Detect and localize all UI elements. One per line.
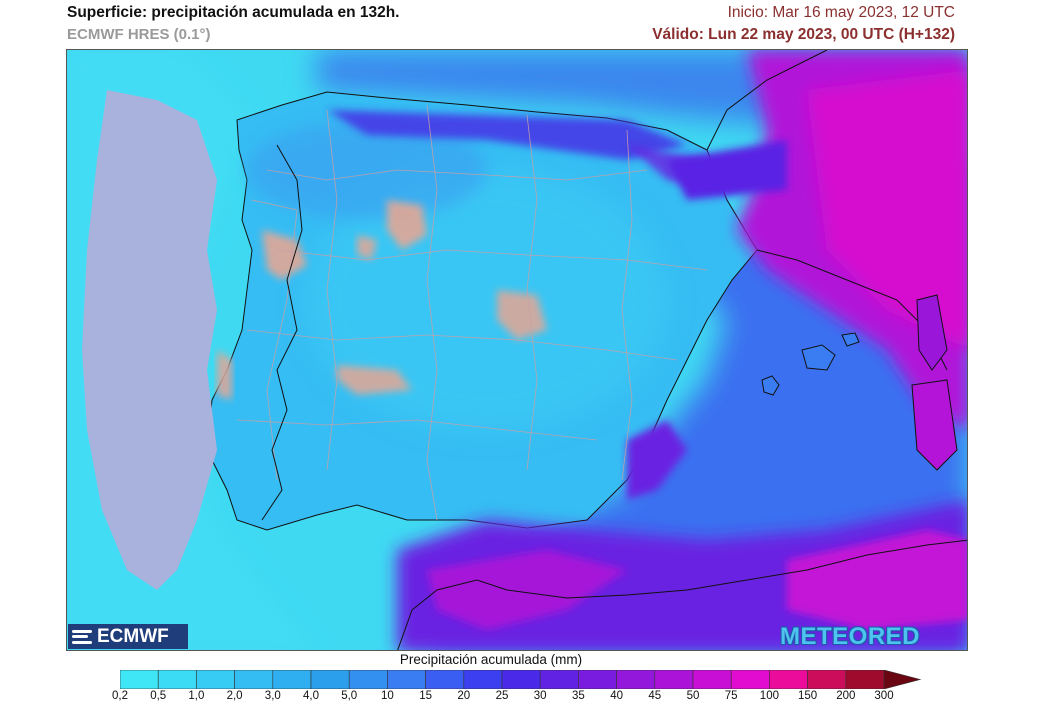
colorbar-tick-label: 10 xyxy=(380,690,394,702)
colorbar-tick-label: 50 xyxy=(686,690,700,702)
grey-shaded-area xyxy=(82,90,217,590)
southeast-heavy xyxy=(627,420,687,500)
colorbar-swatch xyxy=(845,670,885,689)
colorbar-tick-label: 30 xyxy=(533,690,547,702)
cantabrian-heavy xyxy=(327,110,687,160)
colorbar-swatch xyxy=(234,670,274,689)
colorbar-tick-label: 25 xyxy=(495,690,509,702)
colorbar-swatch xyxy=(730,670,770,689)
colorbar-swatch xyxy=(616,670,656,689)
colorbar-swatch xyxy=(425,670,465,689)
colorbar-ticks: 0,2 0,5 1,0 2,0 3,0 4,0 5,0 10 15 20 25 30 35 40 45 50 7… xyxy=(0,690,1043,708)
colorbar-swatch xyxy=(310,670,350,689)
africa-coast xyxy=(397,539,967,650)
colorbar-swatch xyxy=(578,670,617,689)
colorbar-swatch xyxy=(272,670,312,689)
colorbar-swatch xyxy=(807,670,847,689)
map-canvas xyxy=(67,50,967,650)
colorbar-swatch xyxy=(120,670,159,689)
colorbar-tick-label: 200 xyxy=(836,690,856,702)
colorbar-tick-label: 20 xyxy=(457,690,471,702)
france-coast xyxy=(706,50,828,151)
colorbar-swatch xyxy=(692,670,732,689)
valid-time: Válido: Lun 22 may 2023, 00 UTC (H+132) xyxy=(652,26,955,43)
dry-patch-3 xyxy=(337,365,412,395)
dry-patch-1 xyxy=(262,230,307,280)
colorbar-swatch xyxy=(348,670,388,689)
legend-title: Precipitación acumulada (mm) xyxy=(399,652,583,667)
colorbar-tick-label: 4,0 xyxy=(303,690,319,702)
colorbar-tick-label: 0,2 xyxy=(112,690,128,702)
algeria-heavy xyxy=(787,530,967,630)
colorbar-tick-label: 100 xyxy=(759,690,779,702)
colorbar-swatch xyxy=(539,670,579,689)
ibiza-island xyxy=(761,375,780,396)
ebro-precip xyxy=(667,140,787,200)
colorbar-tick-label: 5,0 xyxy=(341,690,358,702)
map-title: Superficie: precipitación acumulada en 1… xyxy=(67,4,400,21)
france-very-heavy xyxy=(807,70,967,350)
colorbar-tick-label: 35 xyxy=(571,690,585,702)
colorbar-tick-label: 40 xyxy=(610,690,623,702)
colorbar-tick-label: 300 xyxy=(874,690,894,702)
colorbar-tick-label: 75 xyxy=(724,690,738,702)
colorbar-tick-label: 1,0 xyxy=(188,690,205,702)
menorca-island xyxy=(841,332,860,347)
model-label: ECMWF HRES (0.1°) xyxy=(67,26,211,43)
colorbar-swatch xyxy=(196,670,235,689)
meteored-logo: METEORED xyxy=(780,623,921,650)
dry-patch-5 xyxy=(217,350,232,400)
dry-patch-2 xyxy=(387,200,427,250)
colorbar xyxy=(120,670,922,689)
colorbar-swatch xyxy=(387,670,426,689)
colorbar-swatch xyxy=(157,670,197,689)
region-borders xyxy=(236,104,708,521)
sardinia-island xyxy=(911,379,958,471)
ecmwf-logo-icon xyxy=(72,628,94,646)
mallorca-island xyxy=(801,344,836,371)
ecmwf-logo: ECMWF xyxy=(68,624,188,649)
colorbar-tick-label: 0,5 xyxy=(150,690,167,702)
dry-patch-6 xyxy=(357,235,377,260)
colorbar-swatch xyxy=(769,670,808,689)
colorbar-swatch xyxy=(501,670,541,689)
colorbar-swatch xyxy=(654,670,694,689)
colorbar-tick-label: 150 xyxy=(798,690,818,702)
portugal-border xyxy=(261,144,303,521)
colorbar-arrow xyxy=(883,670,922,689)
alboran-heavy xyxy=(427,550,627,630)
colorbar-tick-label: 45 xyxy=(648,690,662,702)
dry-patch-4 xyxy=(497,290,547,340)
colorbar-tick-label: 15 xyxy=(419,690,432,702)
corsica-island xyxy=(916,294,948,371)
precipitation-map[interactable] xyxy=(66,49,968,651)
colorbar-tick-label: 2,0 xyxy=(226,690,243,702)
colorbar-tick-label: 3,0 xyxy=(264,690,281,702)
colorbar-swatch xyxy=(463,670,503,689)
ecmwf-logo-text: ECMWF xyxy=(97,625,169,647)
init-time: Inicio: Mar 16 may 2023, 12 UTC xyxy=(727,4,955,21)
north-zone xyxy=(247,120,487,220)
